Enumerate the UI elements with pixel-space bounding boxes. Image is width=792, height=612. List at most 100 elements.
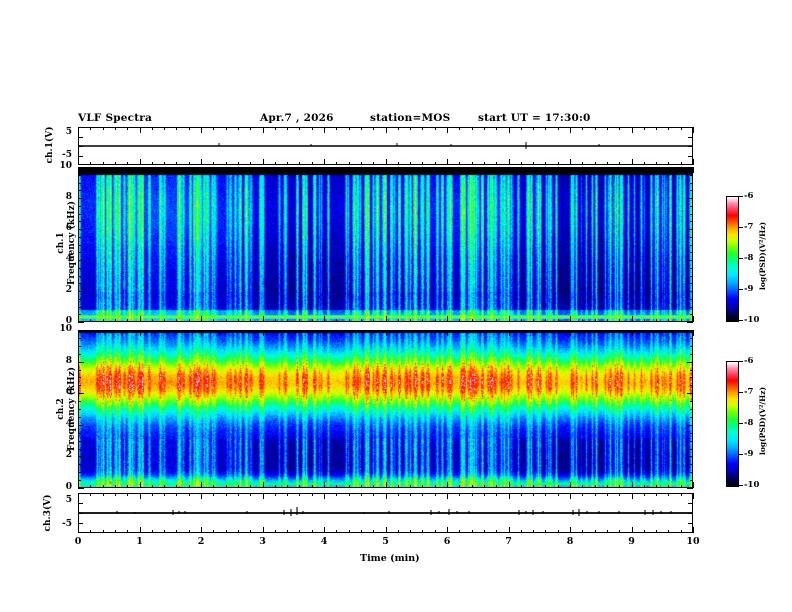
tick-mark: [263, 493, 264, 499]
tick-mark: [668, 493, 669, 496]
tick-mark: [386, 316, 387, 322]
tick-mark: [275, 530, 276, 533]
tick-mark: [226, 127, 227, 130]
tick-mark: [509, 527, 510, 533]
panel-ch2-spectrogram: [78, 330, 693, 488]
tick-mark: [78, 283, 81, 284]
tick-mark: [176, 330, 177, 333]
tick-mark: [324, 482, 325, 488]
tick-mark: [152, 530, 153, 533]
figure-title-row: VLF Spectra Apr.7 , 2026 station=MOS sta…: [78, 112, 693, 128]
tick-mark: [238, 162, 239, 165]
tick-mark: [690, 252, 693, 253]
tick-mark: [690, 190, 693, 191]
colorbar-tick--6: -6: [744, 191, 754, 201]
tick-mark: [140, 527, 141, 533]
tick-mark: [447, 493, 448, 499]
tick-mark: [595, 167, 596, 170]
tick-mark: [410, 485, 411, 488]
tick-mark: [459, 530, 460, 533]
tick-mark: [201, 127, 202, 133]
tick-mark: [595, 493, 596, 496]
tick-mark: [78, 330, 79, 336]
tick-mark: [78, 449, 81, 450]
tick-mark: [189, 127, 190, 130]
tick-mark: [164, 167, 165, 170]
tick-mark: [410, 330, 411, 333]
tick-mark: [687, 425, 693, 426]
tick-mark: [336, 319, 337, 322]
tick-mark: [189, 162, 190, 165]
tick-mark: [595, 319, 596, 322]
tick-mark: [299, 167, 300, 170]
ch3-waveform-trace: [79, 507, 692, 516]
tick-mark: [422, 319, 423, 322]
tick-mark: [545, 485, 546, 488]
tick-mark: [386, 127, 387, 133]
tick-mark: [582, 530, 583, 533]
ch2-spec-tick-2: 2: [65, 450, 72, 460]
tick-mark: [693, 316, 694, 322]
tick-mark: [687, 198, 693, 199]
tick-mark: [690, 417, 693, 418]
tick-mark: [263, 167, 264, 173]
x-tick-label-5: 5: [382, 536, 389, 547]
tick-mark: [607, 530, 608, 533]
tick-mark: [688, 523, 693, 524]
tick-mark: [78, 338, 81, 339]
tick-mark: [78, 127, 79, 133]
ch1-spec-tick-8: 8: [65, 192, 72, 202]
tick-mark: [361, 319, 362, 322]
colorbar-tick-mark: [738, 289, 743, 290]
tick-mark: [693, 330, 694, 336]
tick-mark: [324, 167, 325, 173]
tick-mark: [373, 319, 374, 322]
tick-mark: [250, 493, 251, 496]
tick-mark: [582, 127, 583, 130]
tick-mark: [78, 456, 84, 457]
tick-mark: [688, 156, 693, 157]
tick-mark: [263, 527, 264, 533]
tick-mark: [422, 485, 423, 488]
tick-mark: [312, 127, 313, 130]
tick-mark: [103, 330, 104, 333]
tick-mark: [459, 330, 460, 333]
tick-mark: [668, 319, 669, 322]
x-tick-label-0: 0: [74, 536, 82, 547]
tick-mark: [226, 493, 227, 496]
tick-mark: [496, 319, 497, 322]
tick-mark: [103, 162, 104, 165]
tick-mark: [78, 433, 81, 434]
tick-mark: [472, 162, 473, 165]
tick-mark: [250, 485, 251, 488]
tick-mark: [78, 346, 81, 347]
tick-mark: [213, 319, 214, 322]
tick-mark: [632, 159, 633, 165]
tick-mark: [509, 159, 510, 165]
colorbar-tick--10: -10: [744, 480, 760, 490]
tick-mark: [435, 330, 436, 333]
tick-mark: [336, 127, 337, 130]
tick-mark: [619, 485, 620, 488]
tick-mark: [632, 493, 633, 499]
tick-mark: [472, 485, 473, 488]
tick-mark: [78, 354, 81, 355]
tick-mark: [472, 127, 473, 130]
tick-mark: [398, 167, 399, 170]
tick-mark: [90, 167, 91, 170]
tick-mark: [238, 127, 239, 130]
tick-mark: [324, 127, 325, 133]
tick-mark: [435, 319, 436, 322]
tick-mark: [299, 330, 300, 333]
tick-mark: [570, 482, 571, 488]
tick-mark: [693, 167, 694, 173]
tick-mark: [688, 146, 693, 147]
tick-mark: [78, 370, 81, 371]
colorbar-ch1: [726, 196, 739, 322]
tick-mark: [78, 377, 81, 378]
tick-mark: [386, 330, 387, 336]
tick-mark: [164, 485, 165, 488]
tick-mark: [558, 485, 559, 488]
tick-mark: [78, 221, 81, 222]
tick-mark: [668, 530, 669, 533]
